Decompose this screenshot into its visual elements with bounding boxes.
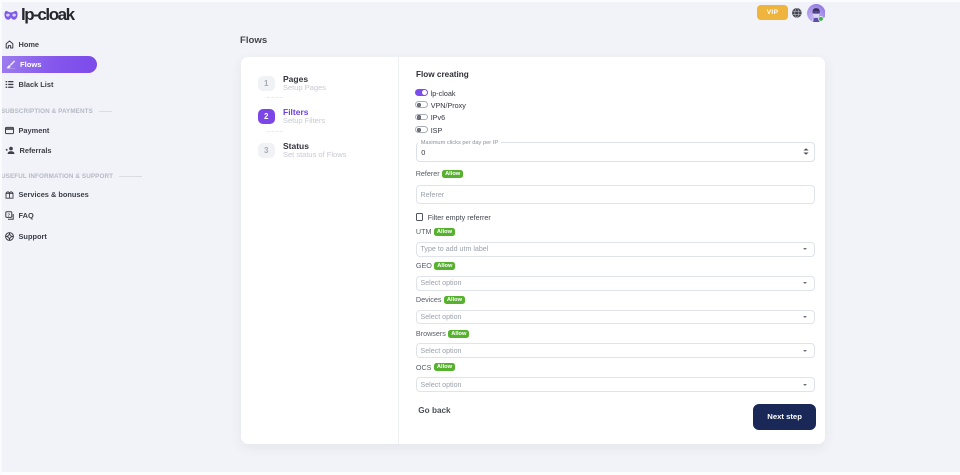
svg-text:?: ? <box>7 212 10 217</box>
